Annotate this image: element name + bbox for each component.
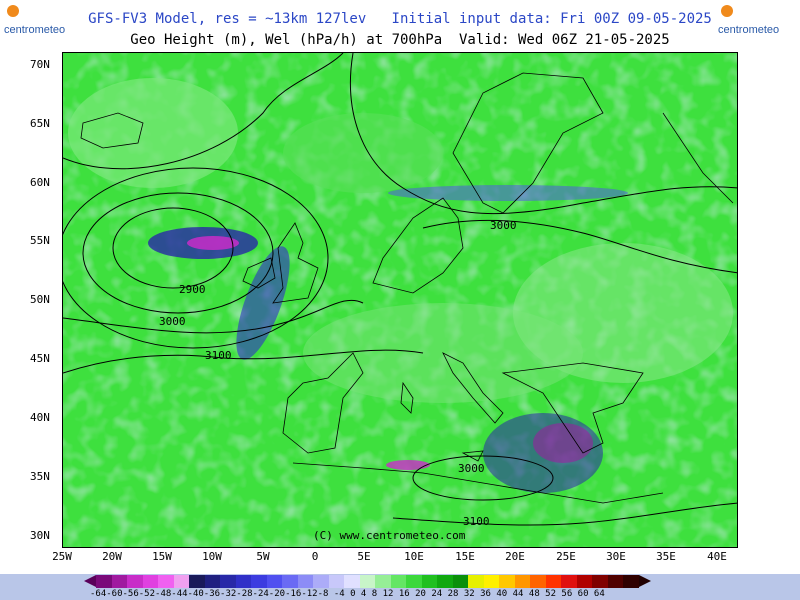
colorbar-swatch bbox=[96, 575, 112, 588]
colorbar-swatch bbox=[158, 575, 174, 588]
logo-icon bbox=[721, 5, 733, 18]
centrometeo-logo-left[interactable]: centrometeo bbox=[4, 3, 80, 36]
lat-label-35n: 35N bbox=[30, 470, 50, 483]
title-line-2: Geo Height (m), Wel (hPa/h) at 700hPa Va… bbox=[130, 32, 670, 48]
lon-label-15e: 15E bbox=[455, 550, 475, 563]
contour-line bbox=[63, 349, 424, 374]
lon-label-25e: 25E bbox=[556, 550, 576, 563]
contour-line bbox=[112, 207, 234, 289]
contour-label: 2900 bbox=[179, 283, 206, 296]
height-contours bbox=[63, 53, 737, 526]
field-patch bbox=[283, 113, 443, 193]
colorbar-swatch bbox=[530, 575, 546, 588]
lon-label-35e: 35E bbox=[656, 550, 676, 563]
logo-text: centrometeo bbox=[4, 24, 66, 36]
colorbar-swatch bbox=[111, 575, 127, 588]
lat-label-65n: 65N bbox=[30, 117, 50, 130]
logo-text: centrometeo bbox=[718, 24, 780, 36]
colorbar-swatch bbox=[344, 575, 360, 588]
contour-line bbox=[392, 502, 737, 526]
colorbar-swatch bbox=[406, 575, 422, 588]
colorbar-swatch bbox=[142, 575, 158, 588]
colorbar-left-arrow bbox=[84, 575, 96, 587]
centrometeo-logo-right[interactable]: centrometeo bbox=[718, 3, 794, 36]
colorbar-swatch bbox=[359, 575, 375, 588]
colorbar-swatch bbox=[328, 575, 344, 588]
lat-label-50n: 50N bbox=[30, 293, 50, 306]
colorbar-swatch bbox=[592, 575, 608, 588]
contour-label: 3100 bbox=[205, 349, 232, 362]
colorbar-labels: -64-60-56-52-48-44-40-36-32-28-24-20-16-… bbox=[90, 589, 605, 599]
lat-label-70n: 70N bbox=[30, 58, 50, 71]
lat-label-40n: 40N bbox=[30, 411, 50, 424]
field-patch bbox=[187, 236, 239, 250]
weather-map[interactable]: 2900 3000 3100 3000 3000 3100 (C) www.ce… bbox=[62, 52, 738, 548]
contour-label: 3000 bbox=[458, 462, 485, 475]
lon-label-25w: 25W bbox=[52, 550, 72, 563]
contour-line bbox=[422, 219, 737, 274]
colorbar-swatch bbox=[313, 575, 329, 588]
lat-label-30n: 30N bbox=[30, 529, 50, 542]
colorbar-swatch bbox=[220, 575, 236, 588]
colorbar-swatch bbox=[437, 575, 453, 588]
colorbar-swatch bbox=[297, 575, 313, 588]
contour-line bbox=[349, 53, 737, 215]
colorbar-swatch bbox=[266, 575, 282, 588]
colorbar-swatch bbox=[375, 575, 391, 588]
contour-labels: 2900 3000 3100 3000 3000 3100 (C) www.ce… bbox=[159, 219, 517, 542]
field-patch bbox=[236, 246, 290, 360]
coastlines bbox=[80, 72, 734, 504]
contour-label: 3000 bbox=[490, 219, 517, 232]
colorbar-swatch bbox=[189, 575, 205, 588]
colorbar-right-arrow bbox=[638, 575, 651, 587]
contour-line bbox=[63, 167, 329, 349]
lon-label-5e: 5E bbox=[357, 550, 371, 563]
contour-label: 3000 bbox=[159, 315, 186, 328]
contour-line bbox=[63, 53, 344, 170]
lat-label-55n: 55N bbox=[30, 234, 50, 247]
lon-label-10w: 10W bbox=[202, 550, 222, 563]
field-patch bbox=[68, 78, 238, 188]
lon-label-30e: 30E bbox=[606, 550, 626, 563]
colorbar-swatch bbox=[251, 575, 267, 588]
contour-line bbox=[82, 192, 274, 314]
colorbar-swatch bbox=[468, 575, 484, 588]
colorbar-swatch bbox=[421, 575, 437, 588]
lon-label-15w: 15W bbox=[152, 550, 172, 563]
colorbar-swatch bbox=[390, 575, 406, 588]
logo-icon bbox=[7, 5, 19, 18]
lon-label-0: 0 bbox=[311, 550, 319, 563]
title-line-1: GFS-FV3 Model, res = ~13km 127lev Initia… bbox=[88, 11, 712, 27]
field-patch bbox=[386, 460, 430, 470]
colorbar-swatch bbox=[623, 575, 639, 588]
contour-label: 3100 bbox=[463, 515, 490, 528]
field-patch bbox=[388, 185, 628, 201]
colorbar-swatch bbox=[499, 575, 515, 588]
colorbar-swatch bbox=[545, 575, 561, 588]
lat-label-60n: 60N bbox=[30, 176, 50, 189]
colorbar-swatch bbox=[483, 575, 499, 588]
lat-label-45n: 45N bbox=[30, 352, 50, 365]
colorbar-swatch bbox=[235, 575, 251, 588]
copyright-text: (C) www.centrometeo.com bbox=[313, 529, 466, 542]
colorbar-swatch bbox=[282, 575, 298, 588]
lon-label-40e: 40E bbox=[707, 550, 727, 563]
colorbar bbox=[96, 575, 639, 588]
contour-line bbox=[63, 299, 364, 334]
lon-label-20e: 20E bbox=[505, 550, 525, 563]
colorbar-swatch bbox=[607, 575, 623, 588]
colorbar-swatch bbox=[561, 575, 577, 588]
field-patch bbox=[533, 423, 593, 463]
colorbar-swatch bbox=[173, 575, 189, 588]
colorbar-swatch bbox=[452, 575, 468, 588]
lon-label-10e: 10E bbox=[404, 550, 424, 563]
lon-label-20w: 20W bbox=[102, 550, 122, 563]
colorbar-swatch bbox=[514, 575, 530, 588]
colorbar-swatch bbox=[127, 575, 143, 588]
colorbar-swatch bbox=[576, 575, 592, 588]
map-canvas: 2900 3000 3100 3000 3000 3100 (C) www.ce… bbox=[63, 53, 737, 547]
contour-line bbox=[412, 455, 554, 501]
colorbar-swatch bbox=[204, 575, 220, 588]
lon-label-5w: 5W bbox=[256, 550, 270, 563]
